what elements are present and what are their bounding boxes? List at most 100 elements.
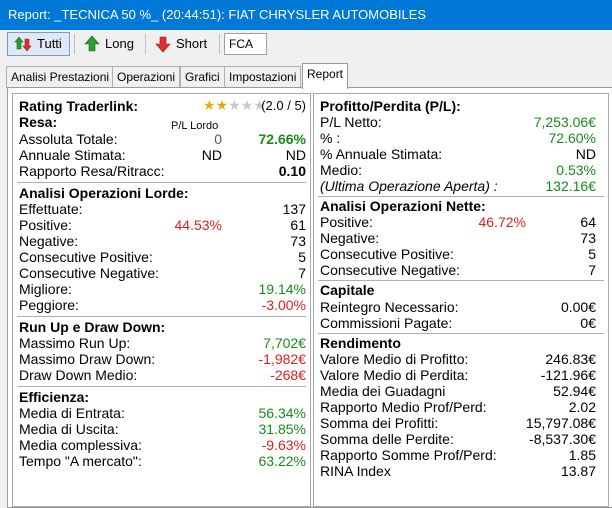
ultima-label: (Ultima Operazione Aperta) : (320, 178, 498, 194)
tab-impostazioni[interactable]: Impostazioni (224, 66, 302, 88)
assoluta-value-2: 72.66% (258, 131, 306, 147)
pl-title: Profitto/Perdita (P/L): (320, 98, 461, 114)
tab-analisi-prestazioni[interactable]: Analisi Prestazioni (6, 66, 115, 88)
report-panel: Rating Traderlink: ★ ★ ★ ★ ★ (2.0 / 5) Resa:… (7, 87, 612, 508)
toolbar-separator (74, 34, 75, 54)
tab-operazioni[interactable]: Operazioni (112, 66, 181, 88)
peggiore-value: -3.00% (261, 297, 306, 313)
long-label: Long (105, 36, 134, 51)
net-cons-pos-value: 5 (588, 246, 596, 262)
section-divider (318, 333, 604, 334)
pct-value: 72.60% (548, 130, 596, 146)
vm-profitto-label: Valore Medio di Profitto: (320, 351, 469, 367)
pl-lordo-header: P/L Lordo (171, 120, 219, 132)
runup-title: Run Up e Draw Down: (19, 319, 166, 335)
net-cons-neg-value: 7 (588, 262, 596, 278)
effettuate-value: 137 (282, 201, 306, 217)
window-title: Report: _TECNICA 50 %_ (20:44:51): FIAT … (8, 7, 427, 22)
rapp-medio-value: 2.02 (568, 399, 596, 415)
vm-profitto-value: 246.83€ (545, 351, 596, 367)
somma-profitti-value: 15,797.08€ (525, 415, 596, 431)
entrata-label: Media di Entrata: (19, 405, 125, 421)
tutti-button[interactable]: Tutti (7, 32, 70, 56)
symbol-field[interactable]: FCA (224, 33, 267, 55)
tab-bar: Analisi Prestazioni Operazioni Grafici I… (0, 62, 612, 89)
medio-label: Medio: (320, 162, 363, 178)
positive-value: 61 (290, 217, 306, 233)
rina-label: RINA Index (320, 463, 391, 479)
cons-neg-label: Consecutive Negative: (19, 265, 160, 281)
effettuate-label: Effettuate: (19, 201, 83, 217)
commissioni-value: 0€ (580, 315, 596, 331)
aon-title: Analisi Operazioni Nette: (320, 198, 486, 214)
migliore-value: 19.14% (258, 281, 306, 297)
down-arrow-icon (155, 36, 171, 53)
star-empty-icon: ★ (228, 97, 241, 113)
rapp-somme-label: Rapporto Somme Prof/Perd: (320, 447, 497, 463)
rating-stars: ★ ★ ★ ★ ★ (203, 98, 266, 112)
reintegro-value: 0.00€ (560, 299, 596, 315)
rating-value: (2.0 / 5) (261, 98, 306, 113)
up-arrow-icon (84, 35, 100, 52)
tempo-value: 63.22% (258, 453, 306, 469)
media-guadagni-value: 52.94€ (553, 383, 596, 399)
pl-netto-label: P/L Netto: (320, 114, 382, 130)
tab-grafici[interactable]: Grafici (180, 66, 225, 88)
ultima-value: 132.16€ (545, 178, 596, 194)
negative-label: Negative: (19, 233, 79, 249)
left-column: Rating Traderlink: ★ ★ ★ ★ ★ (2.0 / 5) Resa:… (12, 93, 311, 507)
short-label: Short (176, 36, 208, 51)
long-button[interactable]: Long (78, 32, 140, 56)
rapporto-value: 0.10 (278, 163, 306, 179)
section-divider (17, 182, 306, 183)
rating-label: Rating Traderlink: (19, 98, 139, 114)
up-down-arrows-icon (14, 36, 32, 52)
window-title-bar: Report: _TECNICA 50 %_ (20:44:51): FIAT … (0, 0, 612, 30)
somma-perdite-value: -8,537.30€ (529, 431, 596, 447)
eff-title: Efficienza: (19, 389, 90, 405)
toolbar-separator (219, 34, 220, 54)
vm-perdita-label: Valore Medio di Perdita: (320, 367, 469, 383)
max-dd-value: -1,982€ (258, 351, 306, 367)
pl-netto-value: 7,253.06€ (533, 114, 596, 130)
tab-report[interactable]: Report (302, 63, 349, 89)
migliore-label: Migliore: (19, 281, 72, 297)
uscita-label: Media di Uscita: (19, 421, 119, 437)
medio-value: 0.53% (556, 162, 596, 178)
pct-label: % : (320, 130, 341, 146)
rapp-medio-label: Rapporto Medio Prof/Perd: (320, 399, 487, 415)
capitale-title: Capitale (320, 282, 375, 298)
right-column: Profitto/Perdita (P/L): P/L Netto: 7,253… (313, 93, 609, 507)
star-filled-icon: ★ (215, 97, 229, 113)
star-empty-icon: ★ (240, 97, 254, 113)
net-negative-value: 73 (580, 230, 596, 246)
toolbar-separator (145, 34, 146, 54)
star-empty-icon: ★ (253, 97, 266, 113)
uscita-value: 31.85% (258, 421, 306, 437)
reintegro-label: Reintegro Necessario: (320, 299, 459, 315)
section-divider (318, 196, 604, 197)
cons-neg-value: 7 (298, 265, 306, 281)
somma-perdite-label: Somma delle Perdite: (320, 431, 454, 447)
section-divider (318, 280, 604, 281)
section-divider (17, 316, 306, 317)
dd-medio-value: -268€ (270, 367, 306, 383)
max-runup-value: 7,702€ (263, 335, 306, 351)
rapp-somme-value: 1.85 (568, 447, 596, 463)
tutti-label: Tutti (37, 36, 62, 51)
complessiva-value: -9.63% (261, 437, 306, 453)
section-divider (17, 386, 306, 387)
entrata-value: 56.34% (258, 405, 306, 421)
net-cons-neg-label: Consecutive Negative: (320, 262, 461, 278)
annuale-label: Annuale Stimata: (19, 147, 126, 163)
short-button[interactable]: Short (149, 32, 213, 56)
aol-title: Analisi Operazioni Lorde: (19, 185, 189, 201)
cons-pos-label: Consecutive Positive: (19, 249, 153, 265)
rend-title: Rendimento (320, 335, 401, 351)
vm-perdita-value: -121.96€ (540, 367, 596, 383)
negative-value: 73 (290, 233, 306, 249)
max-dd-label: Massimo Draw Down: (19, 351, 156, 367)
net-positive-pct: 46.72% (478, 214, 526, 230)
pct-annuale-label: % Annuale Stimata: (320, 146, 443, 162)
media-guadagni-label: Media dei Guadagni (320, 383, 446, 399)
